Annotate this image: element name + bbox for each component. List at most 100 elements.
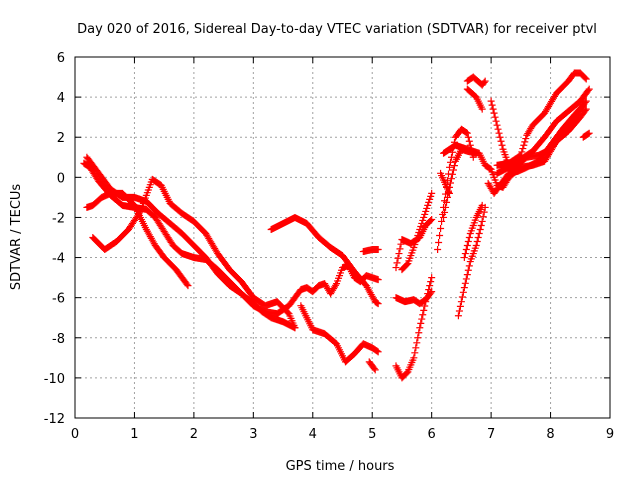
data-point [465,234,473,241]
data-point [427,216,435,224]
data-point [373,347,381,355]
grid-lines [75,57,610,418]
data-point [394,254,402,262]
data-point [418,315,426,323]
data-point [520,141,528,149]
data-point [374,348,382,356]
chart-title: Day 020 of 2016, Sidereal Day-to-day VTE… [77,22,597,37]
series-19 [440,105,590,191]
data-point [585,85,593,93]
data-point [435,239,443,247]
data-point [494,125,502,133]
data-point [423,204,431,212]
x-tick-label: 9 [606,427,614,442]
series-3 [83,189,192,290]
data-point [463,271,471,279]
data-point [414,334,422,342]
data-point [462,275,470,283]
data-point [490,109,498,117]
series-7 [365,358,379,374]
data-point [427,192,435,200]
data-point [456,302,464,310]
data-point [497,137,505,145]
data-point [440,213,448,221]
data-point [582,105,590,113]
data-point [460,284,468,292]
data-point [518,148,526,156]
y-tick-label: 0 [57,171,65,186]
data-point [374,276,382,284]
data-point [424,201,432,209]
data-point [373,299,381,307]
data-point [496,133,504,141]
data-point [415,228,423,236]
data-point [478,105,486,113]
data-point [450,162,458,170]
y-tick-label: -4 [52,252,65,267]
data-point [489,105,497,113]
series-11 [398,189,436,274]
y-tick-label: 4 [57,91,65,106]
series-18 [463,73,489,89]
x-tick-label: 2 [190,427,198,442]
data-point [476,225,484,233]
data-point [427,278,435,286]
data-point [519,145,527,153]
data-point [446,189,453,197]
x-tick-label: 8 [546,427,554,442]
data-point [582,75,590,83]
data-point [444,193,452,201]
data-point [461,279,469,287]
data-point [428,189,436,197]
data-point [183,280,191,288]
series-9 [392,288,436,308]
data-point [421,210,429,218]
data-point [521,138,529,146]
data-point [465,137,473,145]
data-point [584,86,592,94]
data-point [478,217,486,225]
data-point [480,208,488,216]
data-point [462,246,470,254]
series-1 [83,153,382,318]
data-point [291,324,299,332]
data-point [436,231,444,239]
data-point [487,97,495,105]
data-point [493,121,501,129]
series-15 [454,203,489,320]
data-point [417,319,425,327]
data-point [462,129,470,137]
data-point [416,225,424,233]
data-point [582,97,590,105]
data-point [474,234,482,241]
x-axis-label: GPS time / hours [286,459,395,474]
series-5 [297,302,382,366]
data-point [441,208,449,216]
data-point [397,240,405,248]
series-10 [392,215,436,272]
data-point [460,254,468,262]
data-point [403,261,411,269]
data-point [420,213,428,221]
data-point [465,262,473,270]
data-point [438,217,446,225]
y-tick-label: -12 [44,412,65,427]
data-point [584,130,592,138]
data-point [581,74,589,82]
data-point [434,246,442,254]
data-point [332,281,340,289]
data-point [427,289,435,297]
data-point [475,229,483,237]
data-point [395,250,403,258]
axis-ticks: 0 1 2 3 4 5 6 7 8 9 -12 -10 -8 -6 -4 -2 0 2 4 6 [44,51,614,442]
data-point [472,242,480,250]
y-tick-label: -8 [52,332,65,347]
data-point [446,163,453,171]
series-6 [359,246,382,256]
data-point [477,221,485,229]
data-point [410,354,418,362]
data-point [473,238,481,246]
x-tick-label: 5 [368,427,376,442]
plot-frame [74,56,611,419]
series-21 [493,85,593,177]
